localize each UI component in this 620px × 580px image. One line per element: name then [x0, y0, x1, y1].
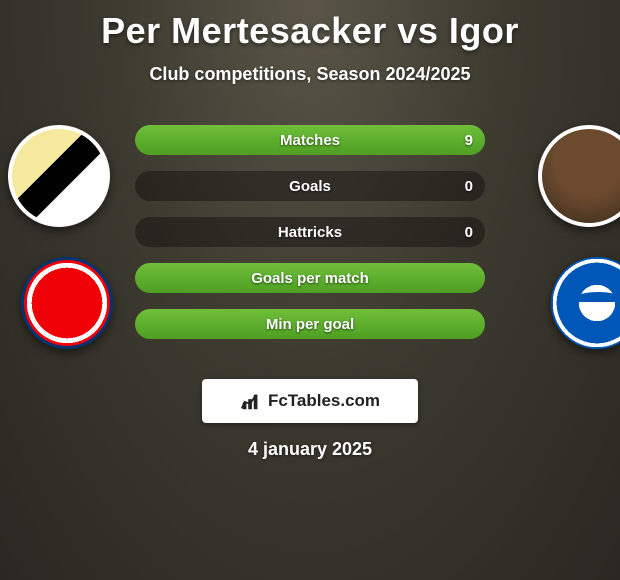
stat-label: Goals	[159, 178, 461, 195]
stat-row: Goals per match	[135, 263, 485, 293]
stat-right-value: 0	[461, 224, 485, 241]
stats-list: Matches 9 Goals 0 Hattricks 0 Goals per …	[135, 125, 485, 339]
right-player-team-crest-icon	[551, 257, 620, 349]
brand-text: FcTables.com	[268, 391, 380, 411]
left-player-team-crest-icon	[21, 257, 113, 349]
stat-row: Min per goal	[135, 309, 485, 339]
stat-label: Goals per match	[159, 270, 461, 287]
brand-attribution: FcTables.com	[202, 379, 418, 423]
left-player-club-crest-icon	[8, 125, 110, 227]
stat-row: Hattricks 0	[135, 217, 485, 247]
comparison-stage: Matches 9 Goals 0 Hattricks 0 Goals per …	[0, 125, 620, 365]
right-player-photo-icon	[538, 125, 620, 227]
snapshot-date: 4 january 2025	[0, 439, 620, 460]
stat-right-value: 9	[461, 132, 485, 149]
stat-label: Min per goal	[159, 316, 461, 333]
page-subtitle: Club competitions, Season 2024/2025	[0, 64, 620, 85]
stat-row: Matches 9	[135, 125, 485, 155]
stat-row: Goals 0	[135, 171, 485, 201]
page-title: Per Mertesacker vs Igor	[0, 0, 620, 52]
stat-right-value: 0	[461, 178, 485, 195]
stat-label: Matches	[159, 132, 461, 149]
bar-chart-icon	[240, 390, 262, 412]
stat-label: Hattricks	[159, 224, 461, 241]
